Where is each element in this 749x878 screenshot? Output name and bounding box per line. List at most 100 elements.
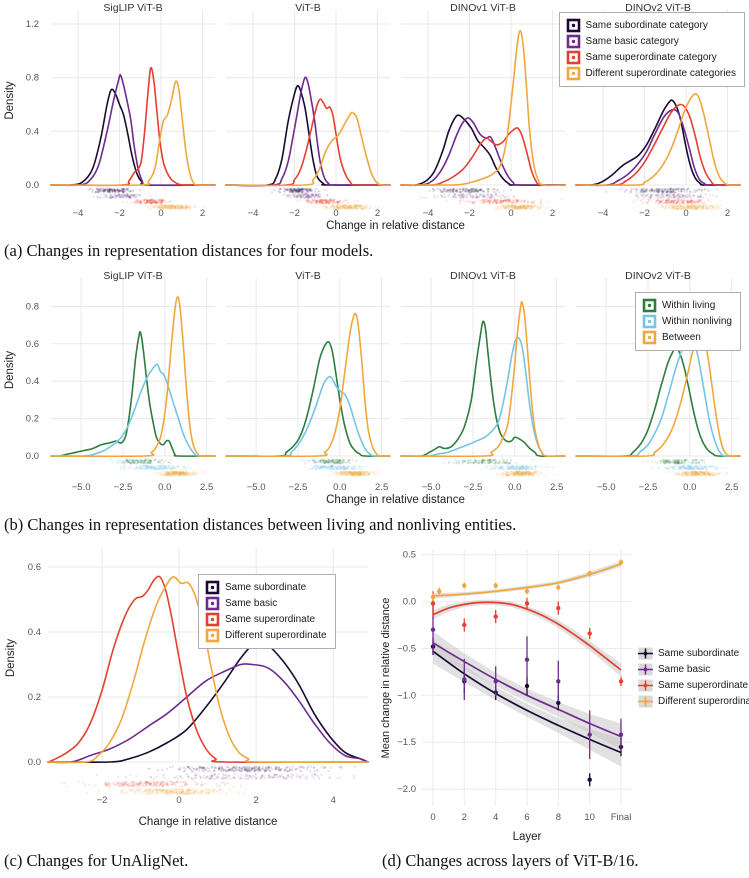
svg-text:0: 0 xyxy=(683,208,688,219)
rug-strip xyxy=(271,187,385,210)
legend-key-swatch-icon xyxy=(566,34,581,49)
density-curves xyxy=(401,31,565,186)
legend-key-pointrange-icon xyxy=(638,646,653,661)
legend-entry: Same basic xyxy=(638,662,749,677)
svg-text:−4: −4 xyxy=(73,208,84,219)
svg-text:−4: −4 xyxy=(423,208,434,219)
legend-label: Between xyxy=(662,331,701,344)
svg-text:2: 2 xyxy=(375,208,380,219)
legend-key-swatch-icon xyxy=(205,612,220,627)
svg-text:−2.5: −2.5 xyxy=(114,482,133,493)
svg-text:0.2: 0.2 xyxy=(26,414,39,425)
legend-entry: Different superordinate categories xyxy=(566,66,736,81)
legend-key-swatch-icon xyxy=(566,66,581,81)
svg-text:0.4: 0.4 xyxy=(26,376,39,387)
legend-label: Same superordinate category xyxy=(586,51,717,64)
svg-text:2.5: 2.5 xyxy=(375,482,388,493)
svg-text:2: 2 xyxy=(200,208,205,219)
grid xyxy=(401,10,565,185)
svg-text:0.6: 0.6 xyxy=(26,339,39,350)
legend-entry: Same superordinate xyxy=(638,678,749,693)
svg-text:1.2: 1.2 xyxy=(26,19,39,30)
svg-text:−5.0: −5.0 xyxy=(72,482,91,493)
legend-key-swatch-icon xyxy=(205,628,220,643)
svg-text:2.5: 2.5 xyxy=(200,482,213,493)
svg-text:−2.5: −2.5 xyxy=(289,482,308,493)
legend-entry: Same basic category xyxy=(566,34,736,49)
legend-entry: Same subordinate xyxy=(205,580,327,595)
legend-key-pointrange-icon xyxy=(638,694,653,709)
legend-entry: Within living xyxy=(642,298,732,313)
legend-label: Same superordinate xyxy=(658,679,748,692)
rug-strip xyxy=(605,187,728,210)
density-curves xyxy=(51,297,215,456)
svg-text:0.8: 0.8 xyxy=(26,301,39,312)
rug-strip xyxy=(301,458,380,476)
grid xyxy=(226,278,390,456)
legend-key-swatch-icon xyxy=(566,50,581,65)
legend-key-pointrange-icon xyxy=(638,678,653,693)
legend-key-swatch-icon xyxy=(642,330,657,345)
svg-text:0.4: 0.4 xyxy=(26,126,39,137)
svg-text:ViT-B: ViT-B xyxy=(295,270,320,282)
density-curves xyxy=(51,68,215,186)
svg-text:2: 2 xyxy=(550,208,555,219)
legend-label: Different superordinate xyxy=(225,629,327,642)
svg-text:0.0: 0.0 xyxy=(333,482,346,493)
legend-key-swatch-icon xyxy=(566,18,581,33)
legend-label: Same basic xyxy=(658,663,710,676)
legend-entry: Different superordinate xyxy=(638,694,749,709)
legend-entry: Same subordinate xyxy=(638,646,749,661)
svg-text:−2: −2 xyxy=(289,208,300,219)
svg-text:DINOv1 ViT-B: DINOv1 ViT-B xyxy=(450,270,516,282)
rug-strip xyxy=(61,765,356,795)
legend-label: Different superordinate categories xyxy=(586,67,736,80)
density-curves xyxy=(401,302,565,457)
svg-text:SigLIP ViT-B: SigLIP ViT-B xyxy=(103,270,162,282)
svg-text:0.0: 0.0 xyxy=(26,451,39,462)
panel-b-subplot-siglip-vitb: −5.0 −2.5 0.0 2.5 SigLIP ViT-B xyxy=(47,270,219,494)
caption-d: (d) Changes across layers of ViT-B/16. xyxy=(378,846,749,878)
legend-key-swatch-icon xyxy=(205,580,220,595)
caption-b: (b) Changes in representation distances … xyxy=(0,510,749,542)
caption-c: (c) Changes for UnAligNet. xyxy=(0,846,378,878)
svg-text:0: 0 xyxy=(158,208,163,219)
svg-text:DINOv1 ViT-B: DINOv1 ViT-B xyxy=(450,2,516,14)
svg-text:ViT-B: ViT-B xyxy=(295,2,320,14)
svg-text:−4: −4 xyxy=(598,208,609,219)
svg-text:2.5: 2.5 xyxy=(550,482,563,493)
legend-entry: Same subordinate category xyxy=(566,18,736,33)
legend-d: Same subordinate Same basic Same superordi… xyxy=(638,646,749,709)
legend-entry: Same superordinate xyxy=(205,612,327,627)
xlabel-a: Change in relative distance xyxy=(42,220,749,236)
caption-a: (a) Changes in representation distances … xyxy=(0,236,749,268)
legend-label: Different superordinate xyxy=(658,695,749,708)
legend-entry: Within nonliving xyxy=(642,314,732,329)
legend-entry: Between xyxy=(642,330,732,345)
svg-text:−5.0: −5.0 xyxy=(247,482,266,493)
rug-strip xyxy=(641,458,728,476)
bottom-captions: (c) Changes for UnAligNet. (d) Changes a… xyxy=(0,846,749,878)
xlabel-b: Change in relative distance xyxy=(42,494,749,510)
svg-text:0.0: 0.0 xyxy=(158,482,171,493)
legend-key-swatch-icon xyxy=(642,314,657,329)
legend-key-swatch-icon xyxy=(642,298,657,313)
svg-text:Density: Density xyxy=(4,81,16,120)
svg-text:0: 0 xyxy=(333,208,338,219)
svg-text:−2: −2 xyxy=(114,208,125,219)
grid xyxy=(401,278,565,456)
rug-strip xyxy=(443,458,559,476)
svg-text:0: 0 xyxy=(508,208,513,219)
rug-strip xyxy=(109,458,206,476)
legend-label: Same subordinate xyxy=(658,647,739,660)
rug-strip xyxy=(88,187,206,210)
